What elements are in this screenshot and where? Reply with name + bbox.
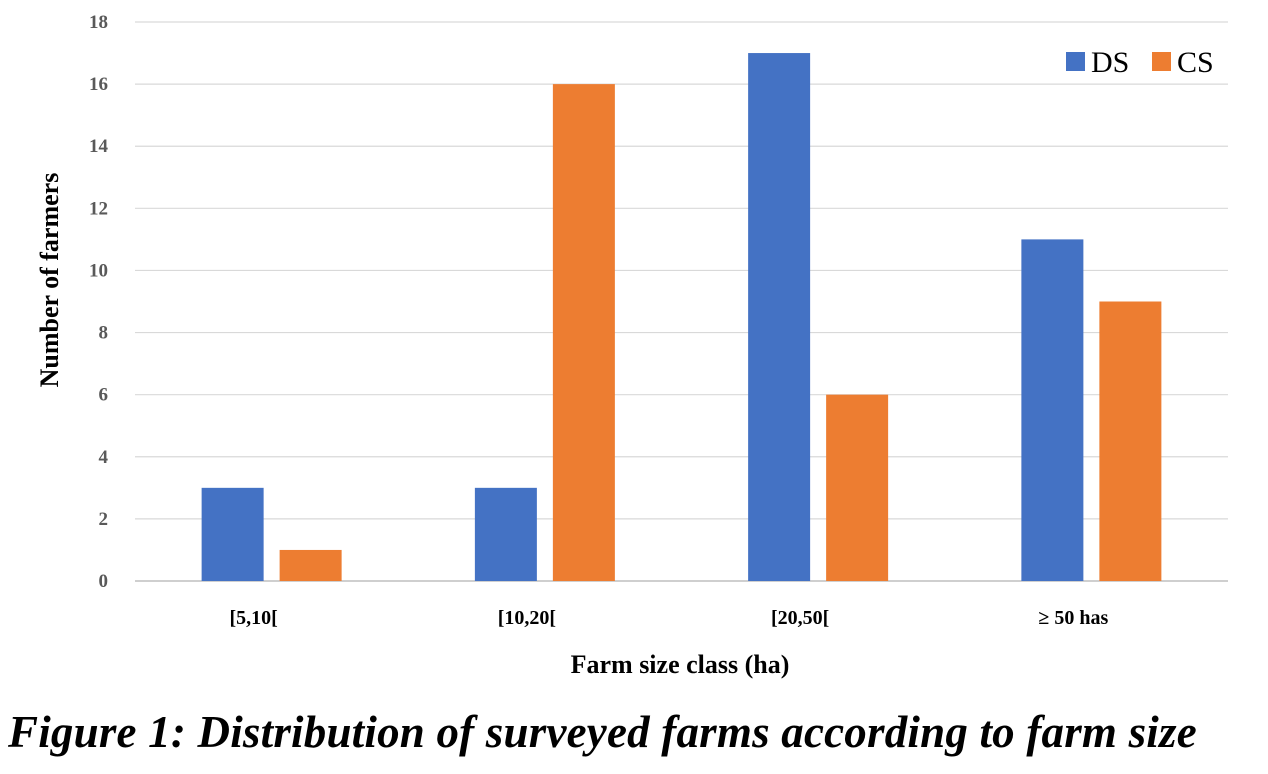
y-tick-label: 0: [99, 571, 109, 592]
y-tick-label: 4: [99, 447, 109, 468]
y-tick-label: 18: [89, 12, 108, 33]
bar-cs-0: [279, 549, 342, 581]
y-axis-ticks: 0 2 4 6 8 10 12 14 16 18: [89, 12, 109, 592]
legend-swatch-cs: [1152, 52, 1171, 71]
legend-label-ds: DS: [1091, 46, 1129, 79]
bar-chart: 0 2 4 6 8 10 12 14 16 18 [5,10[ [10,20[ [20,50[ ≥ 50…: [35, 12, 1228, 679]
bar-cs-3: [1099, 301, 1162, 581]
bar-cs-1: [552, 84, 615, 581]
y-tick-label: 16: [89, 74, 108, 95]
bar-cs-2: [826, 394, 889, 581]
bar-ds-3: [1021, 239, 1084, 581]
x-axis-ticks: [5,10[ [10,20[ [20,50[ ≥ 50 has: [229, 607, 1108, 629]
legend-label-cs: CS: [1177, 46, 1214, 79]
y-tick-label: 12: [89, 198, 108, 219]
bar-ds-1: [474, 487, 537, 581]
x-axis-title: Farm size class (ha): [571, 650, 790, 679]
bar-ds-2: [748, 53, 811, 582]
legend-swatch-ds: [1066, 52, 1085, 71]
bar-ds-0: [201, 487, 264, 581]
x-tick-label: [5,10[: [229, 607, 277, 629]
x-tick-label: [10,20[: [498, 607, 556, 629]
y-tick-label: 14: [89, 136, 109, 157]
figure-caption: Figure 1: Distribution of surveyed farms…: [8, 707, 1197, 757]
y-axis-title: Number of farmers: [35, 173, 64, 388]
x-tick-label: ≥ 50 has: [1038, 607, 1108, 629]
y-tick-label: 10: [89, 260, 108, 281]
legend: DS CS: [1066, 46, 1214, 79]
gridlines: [135, 21, 1228, 582]
bars: [201, 53, 1162, 582]
y-tick-label: 6: [99, 385, 109, 406]
y-tick-label: 2: [99, 509, 109, 530]
x-tick-label: [20,50[: [771, 607, 829, 629]
y-tick-label: 8: [99, 323, 109, 344]
